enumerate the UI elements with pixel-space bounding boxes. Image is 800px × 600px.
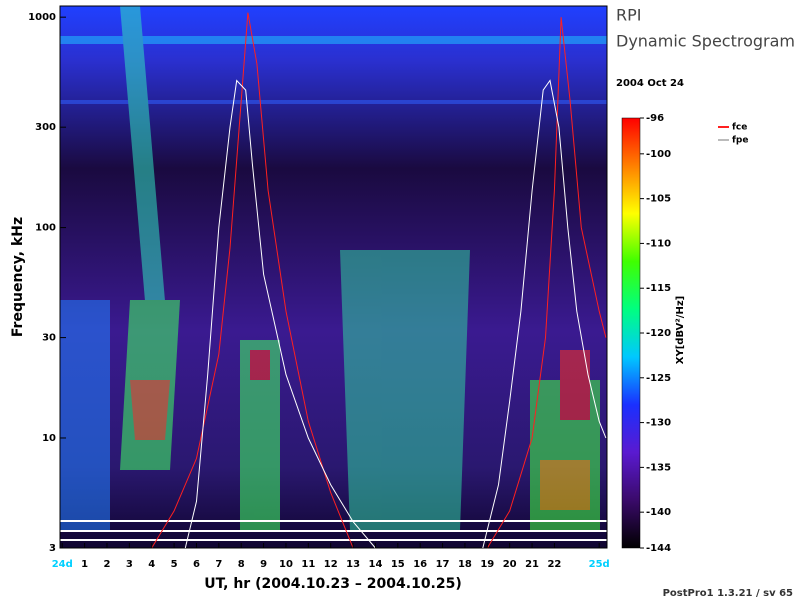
y-axis-label: Frequency, kHz bbox=[10, 217, 26, 337]
x-tick-label: 3 bbox=[126, 559, 133, 570]
x-tick-label: 16 bbox=[413, 559, 427, 570]
x-tick-label: 14 bbox=[368, 559, 382, 570]
bottom-stripes bbox=[60, 520, 607, 541]
colorbar-tick-label: -144 bbox=[646, 543, 671, 554]
colorbar-tick-label: -105 bbox=[646, 194, 671, 205]
x-tick-label: 11 bbox=[301, 559, 315, 570]
x-tick-label: 19 bbox=[480, 559, 494, 570]
colorbar-tick-label: -96 bbox=[646, 113, 664, 124]
curve-0 bbox=[151, 12, 607, 549]
footer: PostPro1 1.3.21 / sv 65 bbox=[663, 588, 793, 599]
x-tick-label: 13 bbox=[346, 559, 360, 570]
colorbar-tick-label: -130 bbox=[646, 418, 671, 429]
colorbar-tick-label: -110 bbox=[646, 238, 671, 249]
colorbar-tick-label: -100 bbox=[646, 149, 671, 160]
x-tick-label: 7 bbox=[215, 559, 222, 570]
x-tick-label: 15 bbox=[391, 559, 405, 570]
x-tick-label: 17 bbox=[436, 559, 450, 570]
x-tick-label: 1 bbox=[81, 559, 88, 570]
x-tick-label: 8 bbox=[238, 559, 245, 570]
colorbar-tick-label: -140 bbox=[646, 507, 671, 518]
y-tick-label: 300 bbox=[35, 122, 56, 133]
x-tick-label: 18 bbox=[458, 559, 472, 570]
legend-label: fpe bbox=[732, 136, 748, 146]
x-tick-label: 20 bbox=[503, 559, 517, 570]
x-tick-label: 24d bbox=[52, 559, 73, 570]
x-tick-label: 2 bbox=[103, 559, 110, 570]
y-tick-label: 30 bbox=[42, 333, 56, 344]
x-tick-label: 10 bbox=[279, 559, 293, 570]
x-tick-label: 6 bbox=[193, 559, 200, 570]
colorbar-label: XY[dBV²/Hz] bbox=[675, 296, 686, 364]
x-axis-label: UT, hr (2004.10.23 – 2004.10.25) bbox=[204, 576, 462, 592]
x-tick-label: 9 bbox=[260, 559, 267, 570]
y-tick-label: 3 bbox=[49, 543, 56, 554]
y-tick-label: 100 bbox=[35, 223, 56, 234]
x-tick-label: 21 bbox=[525, 559, 539, 570]
spectrogram-texture bbox=[60, 6, 607, 530]
colorbar-tick-label: -135 bbox=[646, 462, 671, 473]
date: 2004 Oct 24 bbox=[616, 78, 684, 89]
y-tick-label: 1000 bbox=[28, 12, 56, 23]
plot-frame bbox=[59, 5, 608, 549]
x-tick-label: 25d bbox=[589, 559, 610, 570]
x-tick-label: 5 bbox=[171, 559, 178, 570]
title: RPI bbox=[616, 6, 641, 25]
y-tick-label: 10 bbox=[42, 433, 56, 444]
subtitle: Dynamic Spectrogram bbox=[616, 32, 795, 51]
x-tick-label: 4 bbox=[148, 559, 155, 570]
curve-1 bbox=[184, 79, 607, 549]
colorbar bbox=[621, 117, 641, 549]
legend-label: fce bbox=[732, 123, 747, 133]
colorbar-tick-label: -115 bbox=[646, 283, 671, 294]
colorbar-tick-label: -125 bbox=[646, 373, 671, 384]
x-tick-label: 22 bbox=[547, 559, 561, 570]
x-tick-label: 12 bbox=[324, 559, 338, 570]
colorbar-tick-label: -120 bbox=[646, 328, 671, 339]
